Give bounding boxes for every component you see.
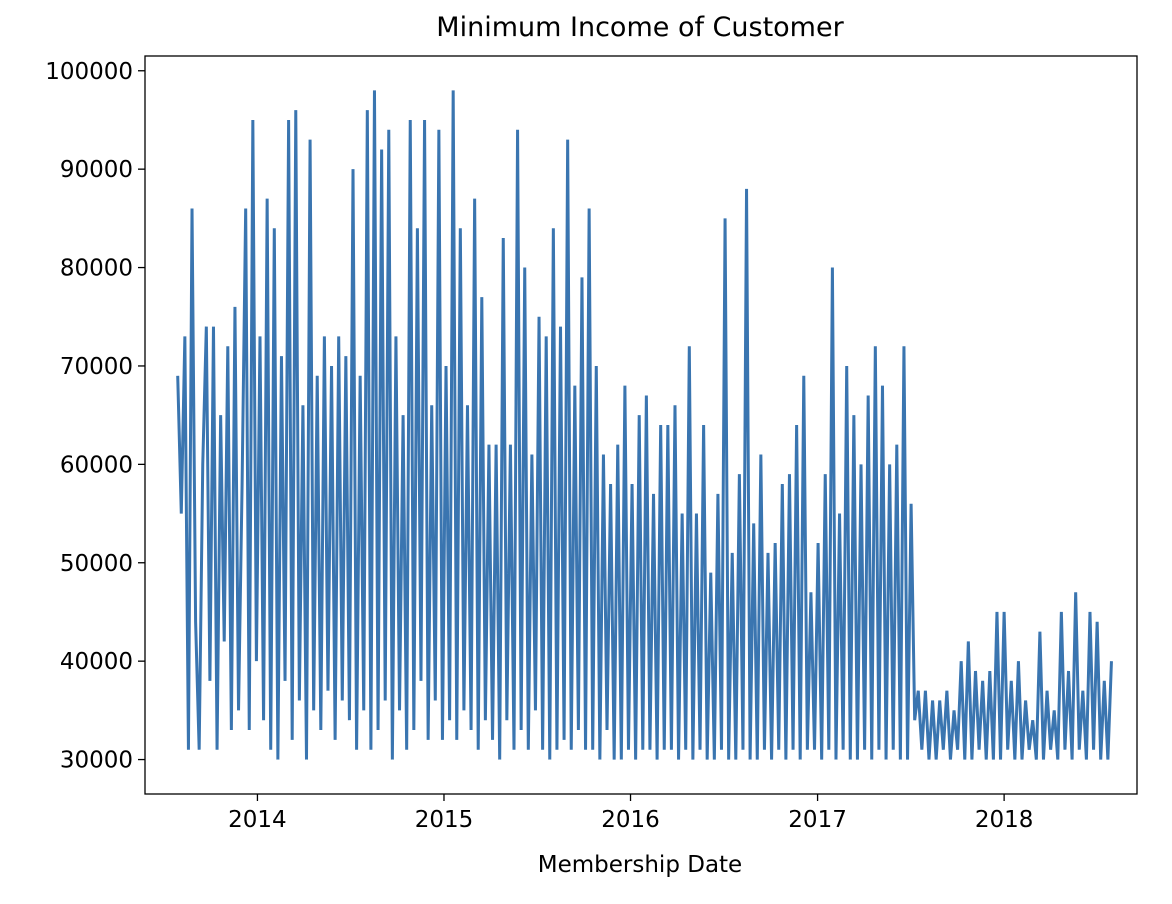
series-line-0 [176,90,1113,760]
x-tick-label: 2018 [975,807,1034,833]
y-tick-label: 100000 [45,59,133,85]
y-tick-label: 30000 [60,748,133,774]
plot-area [176,90,1113,760]
y-tick-label: 50000 [60,551,133,577]
y-tick-label: 80000 [60,256,133,282]
x-axis-label: Membership Date [538,852,742,878]
plot-frame [144,55,1138,795]
x-tick-label: 2014 [228,807,287,833]
y-tick-label: 60000 [60,452,133,478]
x-tick-label: 2016 [601,807,660,833]
x-axis: 2014 2015 2016 2017 2018 [228,794,1033,833]
y-axis: 30000 40000 50000 60000 70000 80000 90000 10000… [45,59,145,774]
chart-title: Minimum Income of Customer [436,12,844,43]
x-tick-label: 2017 [788,807,847,833]
y-tick-label: 70000 [60,354,133,380]
x-tick-label: 2015 [415,807,474,833]
y-tick-label: 90000 [60,157,133,183]
y-tick-label: 40000 [60,649,133,675]
